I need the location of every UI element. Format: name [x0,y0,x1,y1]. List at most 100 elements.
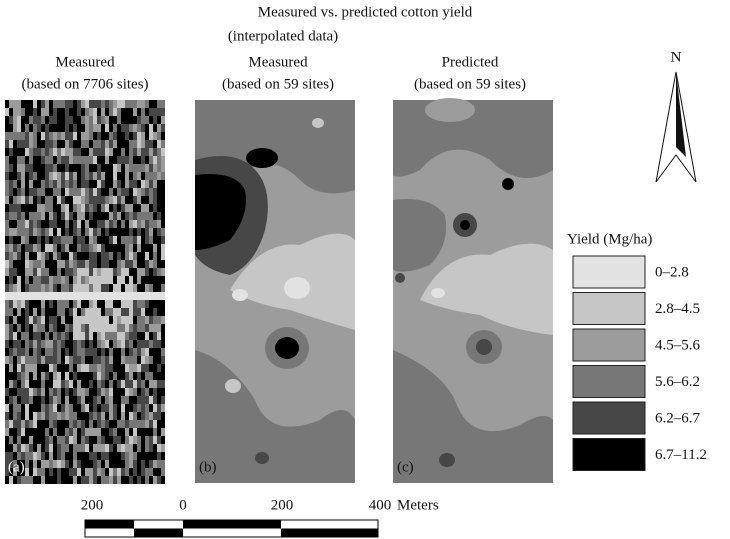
raster-cell [97,204,101,212]
raster-cell [149,212,153,220]
raster-cell [89,204,93,212]
raster-cell [45,204,49,212]
raster-cell [65,404,69,412]
raster-cell [85,412,89,420]
raster-cell [141,220,145,228]
raster-cell [37,116,41,124]
raster-cell [145,468,149,476]
raster-cell [37,356,41,364]
raster-cell [81,372,85,380]
raster-cell [133,100,137,108]
raster-cell [69,404,73,412]
raster-cell [97,156,101,164]
raster-cell [157,348,161,356]
raster-cell [49,244,53,252]
raster-cell [117,372,121,380]
raster-cell [29,132,33,140]
raster-cell [85,300,89,308]
scale-label: 200 [81,497,104,513]
raster-cell [57,148,61,156]
raster-cell [89,356,93,364]
legend-label: 2.8–4.5 [655,301,700,317]
raster-cell [5,436,9,444]
raster-cell [113,332,117,340]
raster-cell [5,340,9,348]
raster-cell [113,420,117,428]
raster-cell [149,228,153,236]
raster-cell [101,204,105,212]
raster-cell [21,148,25,156]
raster-cell [29,444,33,452]
raster-cell [113,324,117,332]
raster-cell [93,284,97,292]
raster-cell [41,236,45,244]
raster-cell [97,444,101,452]
raster-cell [153,388,157,396]
raster-cell [13,364,17,372]
raster-cell [85,340,89,348]
raster-cell [117,412,121,420]
raster-cell [109,300,113,308]
raster-cell [97,164,101,172]
raster-cell [37,404,41,412]
panel-heading: Predicted [442,54,499,70]
raster-cell [45,420,49,428]
raster-cell [153,412,157,420]
raster-cell [149,252,153,260]
raster-cell [29,308,33,316]
raster-cell [9,380,13,388]
raster-cell [121,476,125,484]
raster-cell [45,164,49,172]
raster-cell [141,252,145,260]
raster-cell [57,132,61,140]
raster-cell [21,364,25,372]
raster-cell [113,100,117,108]
raster-cell [137,420,141,428]
raster-cell [161,196,165,204]
raster-cell [49,300,53,308]
raster-cell [57,468,61,476]
raster-cell [81,420,85,428]
raster-cell [105,412,109,420]
raster-cell [5,236,9,244]
raster-cell [93,388,97,396]
raster-cell [5,132,9,140]
raster-cell [137,332,141,340]
raster-cell [113,140,117,148]
raster-cell [141,148,145,156]
raster-cell [33,244,37,252]
raster-cell [21,348,25,356]
raster-cell [149,156,153,164]
raster-cell [145,404,149,412]
raster-cell [97,180,101,188]
raster-cell [13,356,17,364]
raster-cell [77,436,81,444]
raster-cell [5,284,9,292]
raster-cell [41,172,45,180]
raster-cell [149,148,153,156]
raster-cell [69,172,73,180]
raster-cell [77,148,81,156]
raster-cell [69,364,73,372]
raster-cell [81,116,85,124]
raster-cell [89,420,93,428]
raster-cell [5,412,9,420]
raster-cell [17,124,21,132]
raster-cell [85,212,89,220]
raster-cell [105,428,109,436]
raster-cell [49,196,53,204]
raster-cell [149,340,153,348]
raster-cell [113,172,117,180]
raster-cell [81,148,85,156]
raster-cell [117,164,121,172]
raster-cell [93,372,97,380]
raster-cell [21,132,25,140]
raster-cell [45,356,49,364]
raster-cell [25,148,29,156]
raster-cell [133,412,137,420]
raster-cell [121,132,125,140]
raster-cell [97,476,101,484]
raster-cell [101,460,105,468]
raster-cell [25,428,29,436]
raster-cell [69,156,73,164]
